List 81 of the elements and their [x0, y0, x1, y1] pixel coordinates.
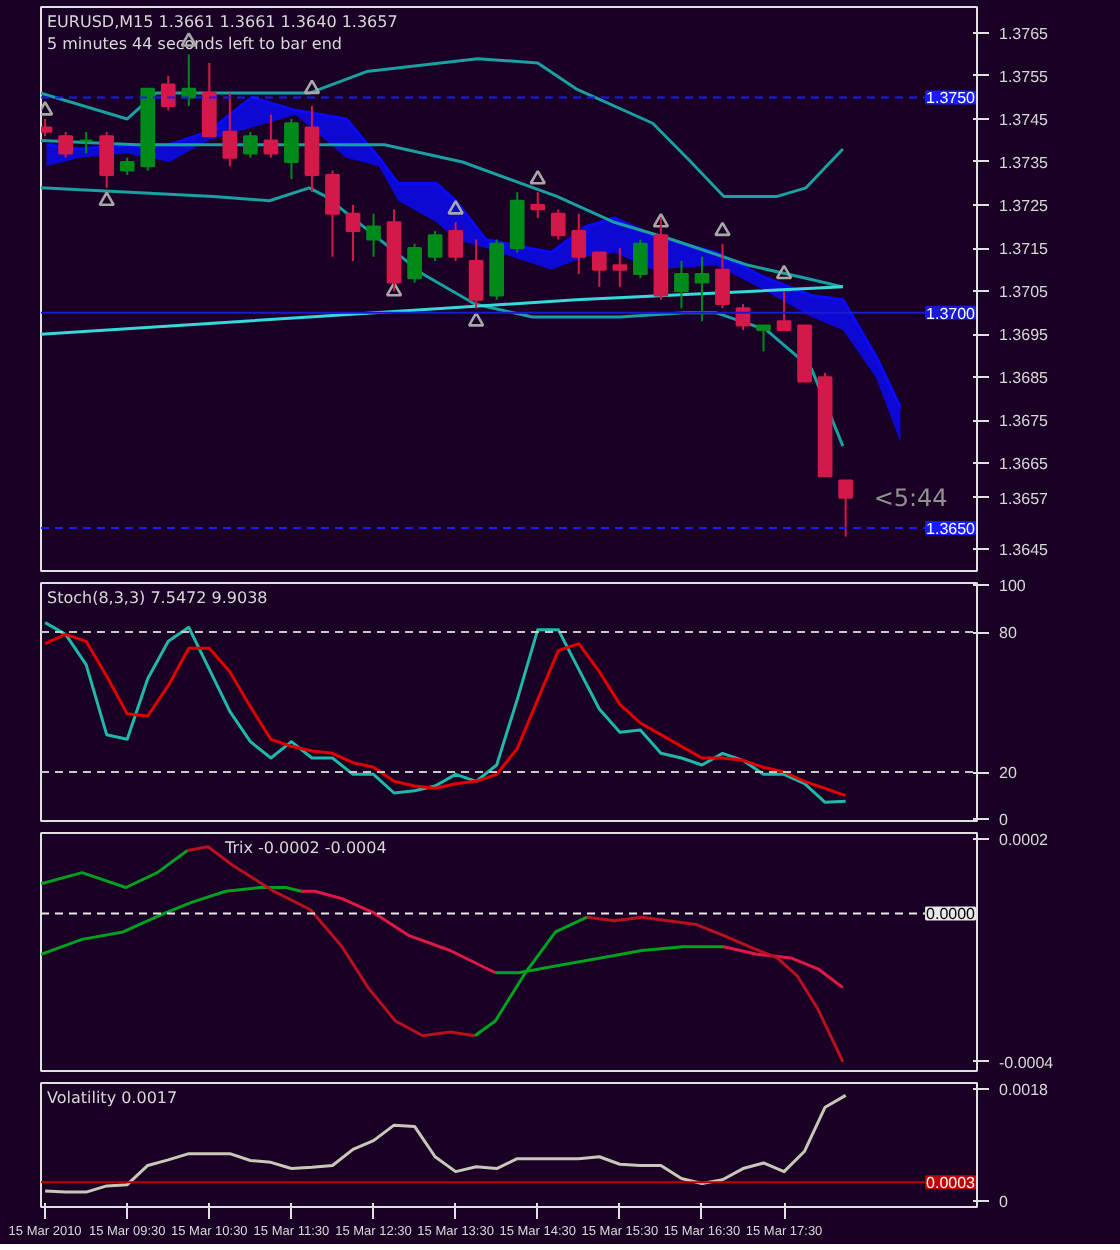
y-tick-label: 0 — [999, 1192, 1009, 1211]
chart-title: EURUSD,M15 1.3661 1.3661 1.3640 1.3657 — [47, 13, 398, 31]
annotation: <5:44 — [873, 483, 948, 512]
candlestick — [407, 242, 422, 284]
point — [447, 199, 464, 215]
candlestick — [633, 238, 648, 280]
y-tick-label: 1.3645 — [999, 541, 1050, 560]
ref-line-label: 1.3700 — [926, 304, 977, 323]
candlestick — [99, 130, 115, 189]
y-tick-label: 0.0018 — [999, 1081, 1050, 1100]
ref-line-label: 0.0000 — [926, 905, 977, 924]
text: 5 minutes 44 seconds left to bar end — [47, 35, 342, 53]
y-tick-label: 1.3705 — [999, 283, 1050, 302]
y-tick-label: 1.3715 — [999, 240, 1050, 259]
ref-line-label: 1.3750 — [926, 89, 977, 108]
candlestick — [201, 61, 217, 138]
y-tick-label: 1.3725 — [999, 197, 1050, 216]
chart-title: Trix -0.0002 -0.0004 — [223, 839, 387, 857]
candlestick — [304, 105, 320, 194]
candlestick — [263, 113, 279, 159]
chart-title: Volatility 0.0017 — [47, 1089, 178, 1107]
y-tick-label: 80 — [999, 624, 1018, 642]
candlestick — [838, 479, 853, 538]
line-series — [722, 945, 845, 990]
point — [714, 221, 731, 237]
candlestick — [325, 169, 340, 258]
y-tick-label: 1.3765 — [999, 24, 1050, 43]
y-tick-label: 1.3745 — [999, 110, 1050, 129]
point — [775, 264, 793, 280]
candlestick — [509, 191, 525, 254]
candlestick — [78, 130, 94, 155]
candlestick — [448, 221, 463, 263]
candlestick — [550, 208, 566, 241]
candlestick — [345, 204, 361, 263]
candlestick — [58, 130, 73, 159]
y-tick-label: 0 — [999, 810, 1009, 829]
y-tick-label: 1.3735 — [999, 153, 1050, 172]
y-tick-label: 0.0002 — [999, 831, 1050, 850]
y-tick-label: 100 — [999, 577, 1027, 596]
point — [467, 311, 485, 327]
y-tick-label: 1.3755 — [999, 67, 1050, 86]
line-series — [41, 848, 189, 889]
candlestick — [776, 290, 792, 331]
candlestick — [591, 251, 607, 288]
point — [98, 191, 115, 207]
y-tick-label: 1.3665 — [999, 455, 1050, 474]
point — [303, 79, 321, 95]
candlestick — [530, 191, 546, 219]
line-series — [41, 57, 845, 198]
candlestick — [366, 212, 381, 258]
line-series — [41, 138, 845, 289]
y-tick-label: 1.3675 — [999, 412, 1050, 431]
point — [529, 169, 547, 185]
candlestick — [571, 212, 587, 275]
candlestick — [612, 247, 628, 288]
ref-line-label: 1.3650 — [926, 519, 977, 538]
line-series — [585, 915, 845, 1064]
candlestick — [160, 74, 176, 112]
line-series — [43, 1093, 848, 1194]
candlestick — [243, 130, 258, 159]
chart-title: Stoch(8,3,3) 7.5472 9.9038 — [47, 589, 268, 607]
candlestick — [715, 242, 730, 310]
candlestick — [468, 238, 484, 310]
y-tick-label: 20 — [999, 764, 1018, 782]
candlestick — [427, 229, 443, 263]
y-tick-label: 1.3685 — [999, 369, 1050, 388]
y-tick-label: -0.0004 — [999, 1053, 1055, 1072]
y-tick-label: 1.3695 — [999, 326, 1050, 345]
candlestick — [284, 117, 299, 181]
line-series — [299, 889, 497, 975]
line-series — [41, 285, 845, 336]
candlestick — [756, 324, 771, 353]
candlestick — [735, 303, 751, 331]
candlestick — [674, 260, 689, 310]
y-tick-label: 1.3657 — [999, 489, 1050, 508]
ref-line-label: 0.0003 — [926, 1174, 977, 1193]
point — [652, 212, 670, 228]
candlestick — [694, 255, 710, 323]
line-series — [41, 886, 303, 956]
point — [385, 281, 403, 297]
candlestick — [222, 92, 238, 168]
